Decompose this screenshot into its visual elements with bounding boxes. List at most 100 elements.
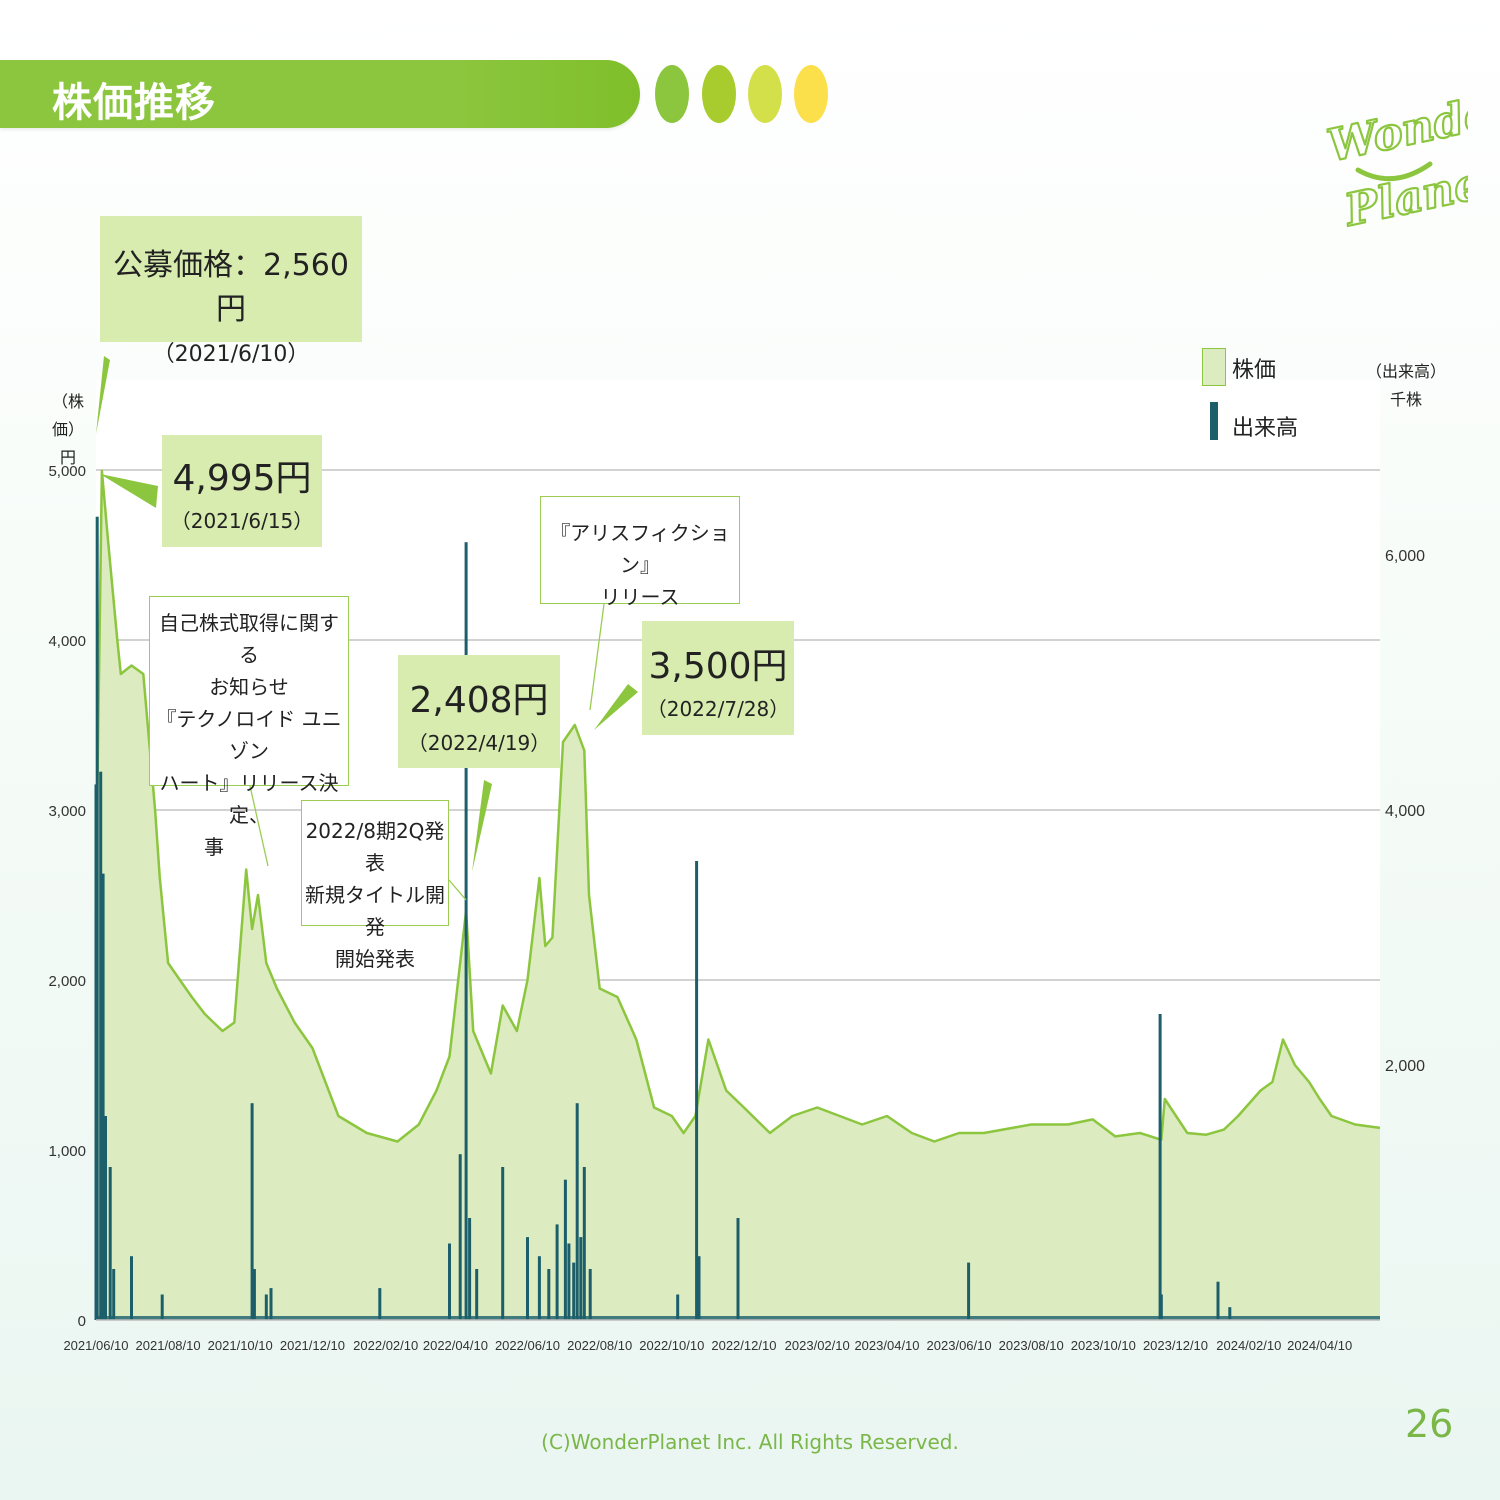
- page-title: 株価推移: [52, 80, 216, 126]
- pointer-ipo: [96, 356, 110, 434]
- volume-bar: [458, 1154, 462, 1320]
- note-q2-results-line-3: 開始発表: [335, 947, 415, 971]
- x-tick-label: 2021/12/10: [280, 1338, 345, 1353]
- callout-july-price-value: 3,500円: [648, 646, 788, 687]
- wonderplanet-logo: Wonder Planet: [1322, 81, 1468, 238]
- callout-july-price: 3,500円 （2022/7/28）: [642, 621, 794, 735]
- left-axis-unit-line-2: 円: [59, 448, 76, 467]
- volume-bar: [575, 1103, 579, 1320]
- note-buyback-line-3: 『テクノロイド ユニゾン: [156, 707, 342, 763]
- legend-label-price: 株価: [1232, 358, 1277, 383]
- leader-buyback: [249, 785, 269, 867]
- volume-bar: [448, 1243, 451, 1320]
- right-tick-label: 4,000: [1385, 803, 1425, 820]
- note-buyback: 自己株式取得に関する お知らせ 『テクノロイド ユニゾン ハート』リリース決定、…: [149, 596, 349, 859]
- volume-bar: [676, 1294, 680, 1320]
- callout-april-price-date: （2022/4/19）: [407, 731, 551, 755]
- volume-bar: [112, 1269, 116, 1320]
- volume-bar: [250, 1103, 254, 1320]
- volume-bar: [1228, 1307, 1232, 1320]
- callout-peak-price-value: 4,995円: [172, 458, 312, 499]
- volume-bar: [588, 1269, 592, 1320]
- volume-bar: [160, 1294, 164, 1320]
- note-alice-fiction: 『アリスフィクション』 リリース: [540, 496, 740, 609]
- logo-smile: [1355, 161, 1433, 182]
- volume-bar: [269, 1288, 273, 1320]
- note-q2-results: 2022/8期2Q発表 新規タイトル開発 開始発表: [301, 800, 449, 971]
- decor-dot-3: [748, 65, 782, 123]
- x-tick-label: 2023/02/10: [785, 1338, 850, 1353]
- volume-bar: [579, 1237, 583, 1320]
- x-tick-label: 2022/02/10: [353, 1338, 418, 1353]
- page-number: 26: [1405, 1402, 1454, 1446]
- note-alice-fiction-line-1: 『アリスフィクション』: [550, 521, 730, 577]
- legend-swatch-price: [1202, 348, 1226, 386]
- volume-bar: [967, 1262, 971, 1320]
- note-q2-results-line-1: 2022/8期2Q発表: [305, 819, 445, 875]
- x-tick-label: 2022/08/10: [567, 1338, 632, 1353]
- callout-april-price: 2,408円 （2022/4/19）: [398, 655, 560, 768]
- left-tick-label: 0: [78, 1313, 86, 1330]
- x-tick-label: 2021/08/10: [136, 1338, 201, 1353]
- volume-bar: [555, 1224, 559, 1320]
- volume-bar: [475, 1269, 479, 1320]
- volume-bar: [572, 1262, 576, 1320]
- decor-dot-4: [794, 65, 828, 123]
- left-tick-label: 3,000: [48, 803, 86, 820]
- volume-bar: [378, 1288, 382, 1320]
- note-alice-fiction-line-2: リリース: [600, 585, 680, 609]
- left-tick-label: 1,000: [48, 1143, 86, 1160]
- x-tick-label: 2021/06/10: [63, 1338, 128, 1353]
- volume-bar: [108, 1167, 112, 1320]
- x-tick-label: 2022/10/10: [639, 1338, 704, 1353]
- x-tick-label: 2022/04/10: [423, 1338, 488, 1353]
- volume-baseline: [96, 1316, 1380, 1320]
- left-axis-unit: （株価） 円: [40, 388, 96, 472]
- x-tick-label: 2023/12/10: [1143, 1338, 1208, 1353]
- volume-bar: [252, 1269, 256, 1320]
- pointer-april: [472, 780, 492, 872]
- volume-bar: [264, 1294, 268, 1320]
- price-line: [94, 469, 1381, 1143]
- volume-bar: [464, 542, 468, 1320]
- note-q2-results-line-2: 新規タイトル開発: [305, 883, 445, 939]
- pointer-peak: [100, 474, 158, 508]
- left-tick-label: 5,000: [48, 463, 86, 480]
- volume-bar: [537, 1256, 541, 1320]
- x-tick-label: 2023/08/10: [999, 1338, 1064, 1353]
- x-tick-label: 2023/04/10: [854, 1338, 919, 1353]
- note-buyback-line-4: ハート』リリース決定、: [159, 771, 339, 827]
- right-axis-unit: （出来高） 千株: [1366, 358, 1446, 414]
- copyright-footer: (C)WonderPlanet Inc. All Rights Reserved…: [541, 1430, 959, 1454]
- right-axis-unit-line-2: 千株: [1389, 390, 1422, 409]
- right-axis-unit-line-1: （出来高）: [1366, 362, 1447, 381]
- volume-bar: [1158, 1014, 1162, 1320]
- volume-bar: [101, 873, 105, 1320]
- volume-bar: [104, 1116, 107, 1320]
- x-tick-label: 2023/06/10: [927, 1338, 992, 1353]
- x-tick-label: 2022/06/10: [495, 1338, 560, 1353]
- x-tick-label: 2024/04/10: [1287, 1338, 1352, 1353]
- volume-bar: [547, 1269, 551, 1320]
- callout-peak-price-date: （2021/6/15）: [170, 509, 314, 533]
- volume-bar: [695, 861, 699, 1320]
- volume-bar: [563, 1179, 567, 1320]
- volume-bar: [468, 1218, 472, 1320]
- volume-bar: [95, 516, 99, 1320]
- decor-dot-1: [655, 65, 689, 123]
- legend-swatch-volume: [1210, 402, 1218, 440]
- decor-dot-2: [702, 65, 736, 123]
- note-buyback-line-2: お知らせ: [209, 675, 289, 699]
- right-tick-label: 6,000: [1385, 548, 1425, 565]
- volume-bar: [501, 1167, 505, 1320]
- volume-bar: [567, 1243, 571, 1320]
- volume-bar: [1216, 1281, 1220, 1320]
- left-tick-label: 2,000: [48, 973, 86, 990]
- volume-bar: [1159, 1294, 1163, 1320]
- pointer-july: [594, 684, 638, 730]
- left-tick-label: 4,000: [48, 633, 86, 650]
- note-buyback-line-1: 自己株式取得に関する: [159, 611, 339, 667]
- x-tick-label: 2021/10/10: [208, 1338, 273, 1353]
- right-tick-label: 2,000: [1385, 1058, 1425, 1075]
- callout-ipo-price: 公募価格：2,560円 （2021/6/10）: [100, 216, 362, 367]
